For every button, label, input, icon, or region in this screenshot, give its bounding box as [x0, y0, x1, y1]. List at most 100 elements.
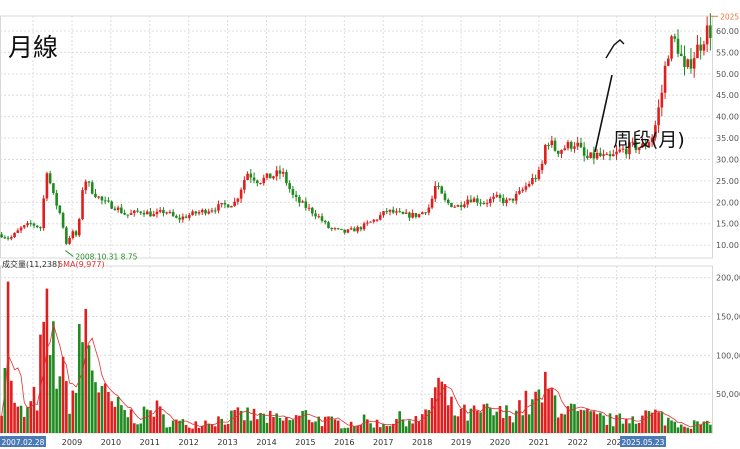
candle-body	[149, 211, 152, 217]
volume-bar	[446, 405, 450, 433]
volume-bar	[272, 416, 275, 433]
candle-body	[340, 228, 343, 230]
year-label: 2019	[451, 438, 471, 447]
candle-body	[291, 189, 295, 195]
volume-bar	[243, 420, 246, 433]
volume-bar	[84, 308, 88, 433]
volume-bar	[145, 409, 149, 433]
volume-bar	[175, 419, 178, 433]
volume-bar	[107, 391, 110, 433]
volume-bar	[670, 420, 673, 433]
candle-body	[382, 211, 385, 216]
candle-body	[204, 209, 207, 214]
year-label: 2010	[101, 438, 121, 447]
volume-bar	[340, 428, 343, 433]
candle-body	[97, 196, 101, 198]
volume-bar	[116, 396, 120, 433]
year-label: 2013	[217, 438, 237, 447]
candle-body	[372, 219, 376, 222]
candle-body	[220, 203, 223, 205]
candle-body	[346, 229, 350, 233]
candle-body	[188, 215, 191, 218]
candle-body	[624, 148, 628, 155]
candle-body	[615, 151, 618, 155]
candle-body	[404, 212, 408, 214]
candle-body	[450, 203, 453, 208]
volume-tick-label: 150,000	[716, 312, 740, 321]
volume-bar	[608, 413, 612, 433]
volume-bar	[456, 416, 460, 433]
volume-bar	[692, 420, 696, 433]
candle-body	[65, 227, 68, 244]
candle-body	[107, 200, 110, 202]
volume-bar	[110, 401, 113, 433]
candle-body	[408, 212, 411, 218]
candle-body	[453, 206, 457, 208]
volume-bar	[87, 345, 91, 433]
candle-body	[663, 65, 667, 93]
volume-bar	[663, 425, 667, 433]
volume-bar	[362, 414, 366, 433]
candle-body	[608, 154, 612, 157]
candle-body	[702, 44, 706, 51]
volume-bar	[401, 419, 405, 433]
candle-body	[417, 214, 421, 217]
volume-bar	[534, 391, 537, 433]
volume-bar	[508, 416, 512, 433]
volume-bars	[0, 281, 712, 433]
candle-body	[81, 190, 84, 220]
candle-body	[317, 216, 321, 218]
candle-body	[463, 204, 466, 208]
volume-bar	[453, 415, 457, 433]
candle-body	[456, 205, 460, 207]
candle-body	[26, 223, 29, 226]
volume-bar	[424, 409, 427, 433]
volume-bar	[120, 405, 123, 433]
candle-body	[84, 181, 88, 191]
volume-bar	[226, 423, 230, 433]
volume-bar	[16, 406, 20, 433]
volume-bar	[459, 408, 463, 433]
volume-bar	[220, 418, 223, 433]
candle-body	[433, 185, 437, 199]
volume-bar	[330, 416, 334, 433]
candle-body	[45, 173, 49, 199]
candle-body	[356, 227, 359, 232]
volume-bar	[472, 405, 476, 433]
candle-body	[90, 182, 94, 194]
candle-body	[437, 185, 440, 187]
candle-body	[411, 213, 414, 218]
volume-bar	[411, 423, 414, 433]
candle-body	[427, 207, 431, 213]
candle-body	[657, 107, 660, 126]
axis-labels: 10.00 15.00 20.00 25.00 30.00 35.00 40.00 45.00…	[0, 12, 740, 447]
volume-bar	[569, 403, 573, 433]
candle-body	[113, 208, 117, 210]
volume-bar	[615, 415, 618, 433]
candle-body	[230, 206, 233, 208]
volume-bar	[644, 410, 647, 433]
end-date-label: 2025.05.23	[622, 438, 665, 447]
candle-body	[459, 205, 463, 208]
volume-bar	[304, 410, 308, 433]
candle-body	[511, 198, 515, 201]
candle-body	[550, 140, 554, 146]
candle-body	[492, 196, 495, 199]
volume-bar	[450, 396, 453, 433]
volume-bar	[311, 422, 314, 433]
volume-bar	[307, 419, 311, 433]
volume-bar	[171, 420, 175, 433]
volume-bar	[466, 420, 469, 433]
volume-bar	[385, 426, 389, 433]
volume-bar	[152, 416, 156, 433]
volume-bar	[417, 421, 421, 433]
candle-body	[58, 205, 62, 214]
volume-bar	[589, 411, 592, 433]
volume-bar	[489, 408, 492, 433]
year-label: 2012	[179, 438, 199, 447]
volume-bar	[58, 376, 62, 433]
candle-body	[391, 209, 395, 213]
year-label: 2016	[334, 438, 354, 447]
volume-bar	[0, 415, 3, 433]
candle-body	[531, 177, 534, 185]
